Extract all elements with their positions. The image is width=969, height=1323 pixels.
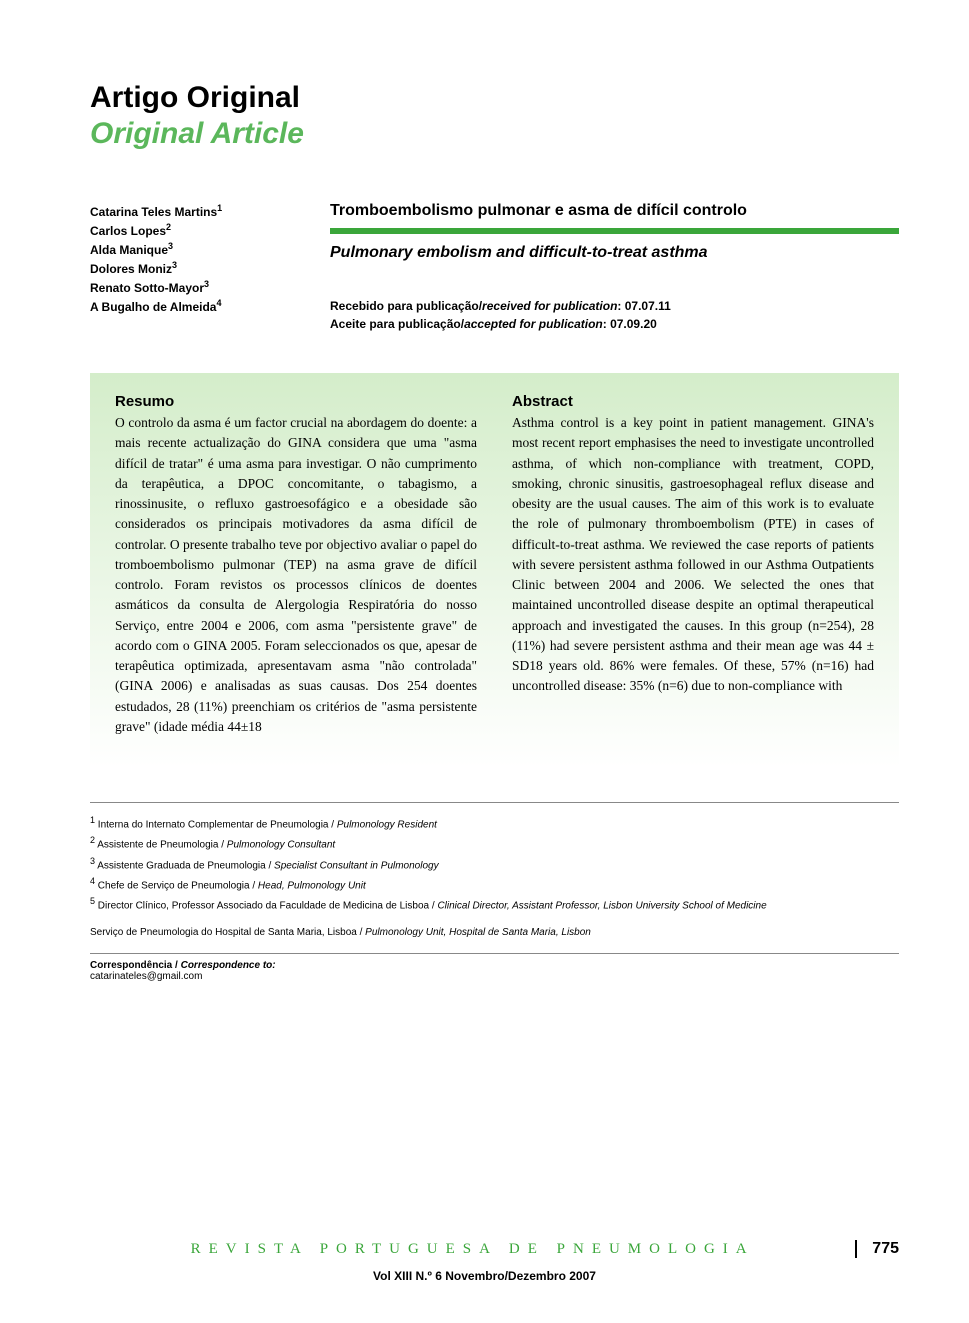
author-3: Alda Manique3 [90, 240, 290, 259]
publication-dates: Recebido para publicação/received for pu… [330, 297, 899, 333]
abstract-text: Asthma control is a key point in patient… [512, 413, 874, 697]
article-type-pt: Artigo Original [90, 80, 899, 116]
page-number: 775 [855, 1240, 899, 1258]
article-title-block: Tromboembolismo pulmonar e asma de difíc… [330, 202, 899, 333]
abstract-heading: Abstract [512, 393, 874, 410]
abstract-section: Resumo O controlo da asma é um factor cr… [90, 373, 899, 767]
received-date: Recebido para publicação/received for pu… [330, 297, 899, 315]
article-type-header: Artigo Original Original Article [90, 80, 899, 152]
author-6: A Bugalho de Almeida4 [90, 297, 290, 316]
author-1: Catarina Teles Martins1 [90, 202, 290, 221]
footer-bar: REVISTA PORTUGUESA DE PNEUMOLOGIA 775 [90, 1240, 899, 1258]
author-5: Renato Sotto-Mayor3 [90, 278, 290, 297]
correspondence-label: Correspondência / Correspondence to: [90, 960, 899, 971]
footnote-4: 4 Chefe de Serviço de Pneumologia / Head… [90, 874, 899, 894]
volume-info: Vol XIII N.º 6 Novembro/Dezembro 2007 [0, 1269, 969, 1283]
abstract-pt-column: Resumo O controlo da asma é um factor cr… [115, 393, 477, 737]
authors-list: Catarina Teles Martins1 Carlos Lopes2 Al… [90, 202, 290, 333]
correspondence-email: catarinateles@gmail.com [90, 971, 899, 982]
resumo-text: O controlo da asma é um factor crucial n… [115, 413, 477, 737]
abstract-en-column: Abstract Asthma control is a key point i… [512, 393, 874, 737]
footnote-5: 5 Director Clínico, Professor Associado … [90, 894, 899, 914]
article-type-en: Original Article [90, 116, 899, 152]
article-title-pt: Tromboembolismo pulmonar e asma de difíc… [330, 202, 899, 220]
author-2: Carlos Lopes2 [90, 221, 290, 240]
resumo-heading: Resumo [115, 393, 477, 410]
accepted-date: Aceite para publicação/accepted for publ… [330, 315, 899, 333]
service-affiliation: Serviço de Pneumologia do Hospital de Sa… [90, 925, 899, 941]
journal-name: REVISTA PORTUGUESA DE PNEUMOLOGIA [90, 1241, 855, 1258]
title-authors-section: Catarina Teles Martins1 Carlos Lopes2 Al… [90, 202, 899, 333]
footnote-1: 1 Interna do Internato Complementar de P… [90, 813, 899, 833]
footnotes-section: 1 Interna do Internato Complementar de P… [90, 802, 899, 982]
article-title-en: Pulmonary embolism and difficult-to-trea… [330, 244, 899, 262]
footnote-3: 3 Assistente Graduada de Pneumologia / S… [90, 854, 899, 874]
author-4: Dolores Moniz3 [90, 259, 290, 278]
title-separator-bar [330, 228, 899, 234]
correspondence-block: Correspondência / Correspondence to: cat… [90, 953, 899, 982]
footnote-2: 2 Assistente de Pneumologia / Pulmonolog… [90, 833, 899, 853]
